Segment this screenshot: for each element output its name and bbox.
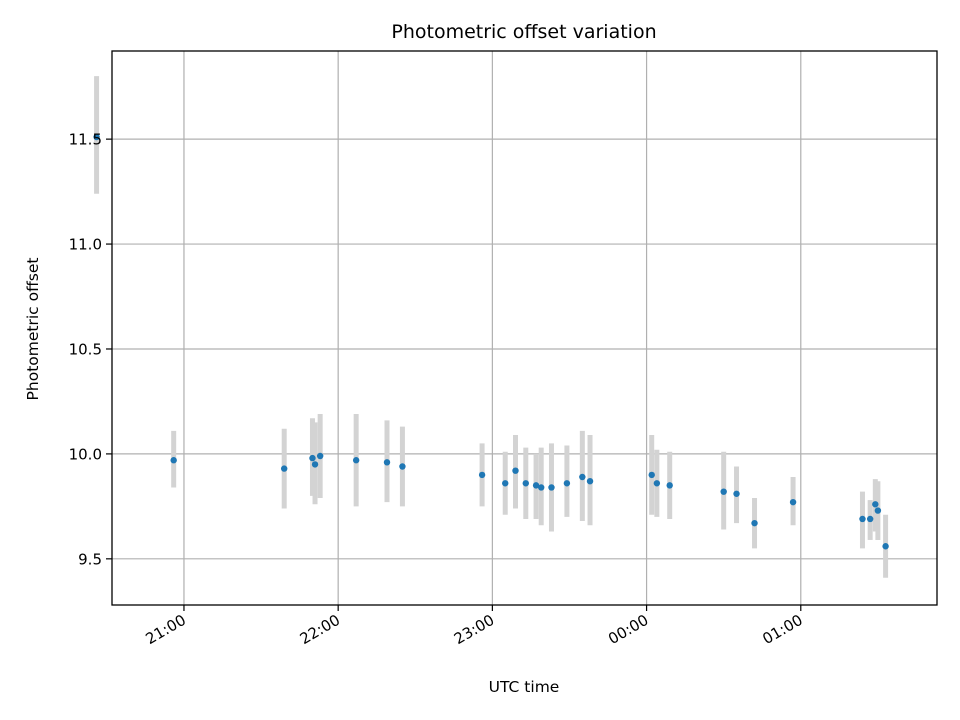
data-point: [502, 480, 509, 487]
y-tick-label: 9.5: [78, 550, 102, 568]
y-tick-label: 10.0: [69, 445, 102, 463]
y-tick-label: 10.5: [69, 340, 102, 358]
plot-frame: [111, 50, 938, 606]
data-point: [478, 471, 486, 479]
data-point: [882, 543, 889, 550]
data-point: [548, 484, 555, 491]
data-point: [872, 501, 879, 508]
data-point: [874, 507, 882, 514]
data-point: [316, 452, 324, 460]
data-point: [399, 463, 406, 470]
data-point: [280, 465, 288, 472]
data-point: [352, 457, 360, 464]
data-point: [311, 461, 319, 468]
data-point: [789, 498, 797, 506]
data-point: [653, 480, 661, 487]
data-point: [751, 519, 758, 527]
data-point: [512, 467, 519, 474]
grid: [112, 51, 937, 605]
data-points: [93, 133, 889, 550]
data-point: [538, 484, 545, 491]
data-point: [522, 480, 529, 487]
data-point: [586, 477, 594, 485]
data-point: [93, 133, 100, 141]
y-tick-label: 11.0: [69, 236, 102, 254]
data-point: [563, 480, 571, 487]
chart-title: Photometric offset variation: [391, 21, 656, 43]
data-point: [170, 457, 177, 464]
data-point: [532, 482, 540, 489]
data-point: [733, 490, 740, 497]
data-point: [579, 473, 586, 481]
data-point: [666, 482, 673, 489]
data-point: [309, 454, 316, 462]
data-point: [383, 459, 391, 466]
x-axis-title: UTC time: [489, 678, 560, 696]
data-point: [866, 515, 874, 523]
y-tick-label: 11.5: [69, 131, 102, 149]
data-point: [720, 488, 727, 495]
data-point: [648, 471, 655, 479]
y-axis-title: Photometric offset: [24, 258, 42, 401]
data-point: [859, 515, 866, 523]
